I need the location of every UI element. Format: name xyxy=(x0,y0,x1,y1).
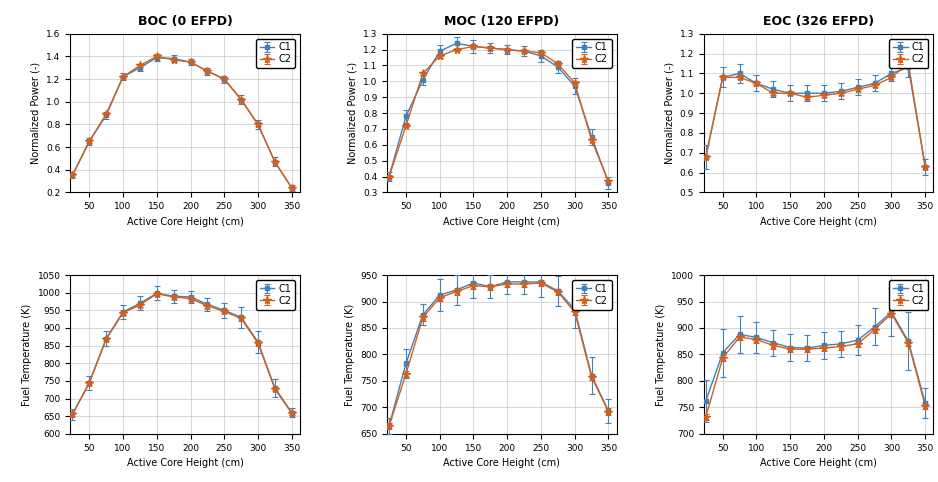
X-axis label: Active Core Height (cm): Active Core Height (cm) xyxy=(444,217,560,227)
Y-axis label: Normalized Power (-): Normalized Power (-) xyxy=(347,62,357,164)
Legend: C1, C2: C1, C2 xyxy=(256,39,295,68)
X-axis label: Active Core Height (cm): Active Core Height (cm) xyxy=(127,217,244,227)
Legend: C1, C2: C1, C2 xyxy=(256,280,295,309)
Title: BOC (0 EFPD): BOC (0 EFPD) xyxy=(138,15,233,28)
Y-axis label: Fuel Temperature (K): Fuel Temperature (K) xyxy=(656,303,666,405)
Legend: C1, C2: C1, C2 xyxy=(889,280,929,309)
Legend: C1, C2: C1, C2 xyxy=(889,39,929,68)
X-axis label: Active Core Height (cm): Active Core Height (cm) xyxy=(127,458,244,468)
X-axis label: Active Core Height (cm): Active Core Height (cm) xyxy=(444,458,560,468)
Y-axis label: Normalized Power (-): Normalized Power (-) xyxy=(31,62,40,164)
Title: EOC (326 EFPD): EOC (326 EFPD) xyxy=(763,15,874,28)
Title: MOC (120 EFPD): MOC (120 EFPD) xyxy=(445,15,559,28)
Y-axis label: Fuel Temperature (K): Fuel Temperature (K) xyxy=(344,303,355,405)
Y-axis label: Fuel Temperature (K): Fuel Temperature (K) xyxy=(23,303,32,405)
X-axis label: Active Core Height (cm): Active Core Height (cm) xyxy=(760,458,877,468)
Legend: C1, C2: C1, C2 xyxy=(572,280,612,309)
Y-axis label: Normalized Power (-): Normalized Power (-) xyxy=(664,62,674,164)
Legend: C1, C2: C1, C2 xyxy=(572,39,612,68)
X-axis label: Active Core Height (cm): Active Core Height (cm) xyxy=(760,217,877,227)
